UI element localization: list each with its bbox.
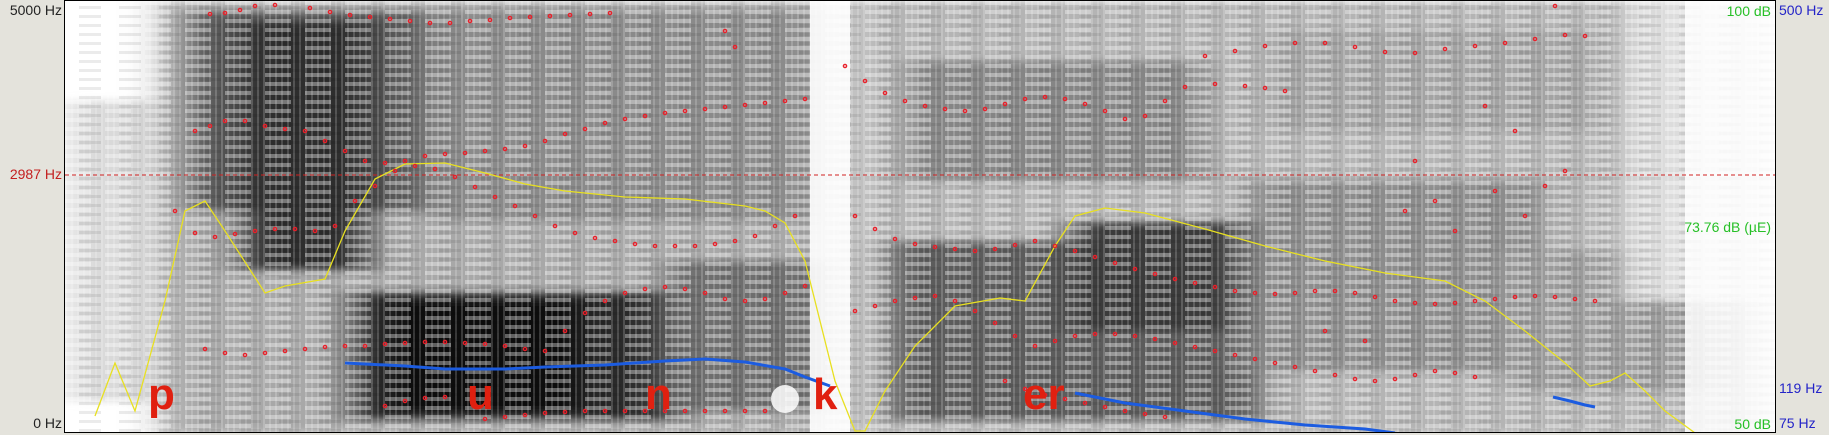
intensity-curve [94, 162, 1695, 432]
freq-cursor-label: 2987 Hz [9, 166, 62, 182]
formant-f1 [202, 283, 1478, 384]
burst-highlight [771, 385, 799, 413]
spectrogram-svg [65, 1, 1775, 432]
segment-label-er: er [1023, 370, 1065, 419]
formant-tracks [172, 2, 1598, 422]
formant-f2 [172, 163, 1598, 307]
intensity-mid-label: 73.76 dB (µE) [1684, 219, 1771, 235]
formant-f3 [192, 63, 1288, 166]
segment-label-k: k [813, 370, 838, 419]
formant-f4 [207, 2, 1588, 59]
formant-low [382, 103, 1568, 422]
pitch-mid-label: 119 Hz [1779, 380, 1823, 396]
freq-top-label: 5000 Hz [9, 2, 62, 18]
spectrogram-panel[interactable]: p u n k er 100 dB 73.76 dB (µE) 50 dB [64, 0, 1776, 433]
intensity-top-label: 100 dB [1726, 3, 1771, 19]
pitch-contour [344, 357, 831, 388]
pitch-bottom-label: 75 Hz [1779, 415, 1816, 431]
pitch-contour-2 [1074, 391, 1396, 432]
freq-bottom-label: 0 Hz [33, 415, 62, 431]
segment-label-n: n [645, 370, 672, 419]
pitch-top-label: 500 Hz [1779, 2, 1824, 18]
intensity-bottom-label: 50 dB [1734, 416, 1771, 432]
segment-label-u: u [467, 370, 494, 419]
segment-label-p: p [148, 370, 175, 419]
pitch-contour-3 [1552, 395, 1596, 409]
